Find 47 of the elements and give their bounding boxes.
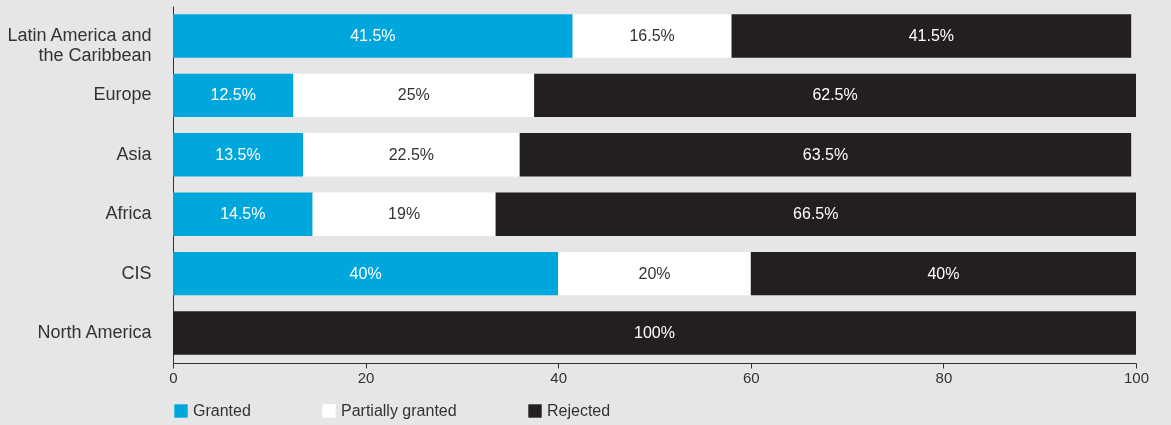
bar (495, 192, 1136, 236)
y-tick-label: North America (37, 322, 153, 342)
y-tick-label: Latin America and the Caribbean (7, 25, 152, 65)
bar (173, 133, 304, 177)
bar (750, 251, 1136, 296)
y-tick-label: Africa (105, 203, 153, 224)
bar (312, 192, 496, 236)
bar (558, 251, 751, 296)
bar (293, 73, 535, 118)
y-tick-label: Asia (116, 143, 153, 164)
bar (173, 192, 313, 236)
legend-label: Partially granted (341, 402, 457, 419)
bar (303, 133, 520, 177)
bar (731, 14, 1132, 58)
data-label: 14.5% (220, 205, 266, 223)
data-label: 66.5% (793, 205, 839, 223)
bar (173, 251, 559, 296)
x-tick-label: 40 (550, 368, 568, 386)
data-label: 41.5% (908, 27, 955, 44)
bar (173, 14, 573, 58)
x-tick-label: 80 (935, 368, 953, 386)
data-label: 25% (397, 86, 430, 104)
data-label: 16.5% (629, 27, 675, 44)
data-label: 100% (634, 324, 675, 341)
data-label: 22.5% (388, 145, 435, 163)
data-label: 19% (388, 205, 421, 223)
data-label: 63.5% (802, 145, 849, 163)
legend-label: Rejected (547, 402, 611, 419)
data-label: 41.5% (350, 27, 396, 44)
legend-label: Granted (193, 402, 251, 419)
bar (519, 133, 1132, 177)
data-label: 40% (927, 264, 960, 282)
data-label: 13.5% (215, 145, 261, 163)
bar (534, 73, 1136, 118)
data-label: 40% (349, 264, 382, 282)
data-label: 62.5% (812, 86, 858, 104)
x-tick-label: 60 (742, 368, 760, 386)
y-tick-label: Europe (93, 84, 152, 105)
bar (173, 73, 294, 118)
bar (173, 311, 1136, 355)
x-tick-label: 20 (357, 368, 375, 386)
bar (572, 14, 732, 58)
x-tick-label: 100 (1123, 368, 1150, 386)
data-label: 20% (638, 264, 671, 282)
x-tick-label: 0 (169, 368, 178, 386)
y-tick-label: CIS (121, 262, 152, 283)
data-label: 12.5% (210, 86, 256, 104)
